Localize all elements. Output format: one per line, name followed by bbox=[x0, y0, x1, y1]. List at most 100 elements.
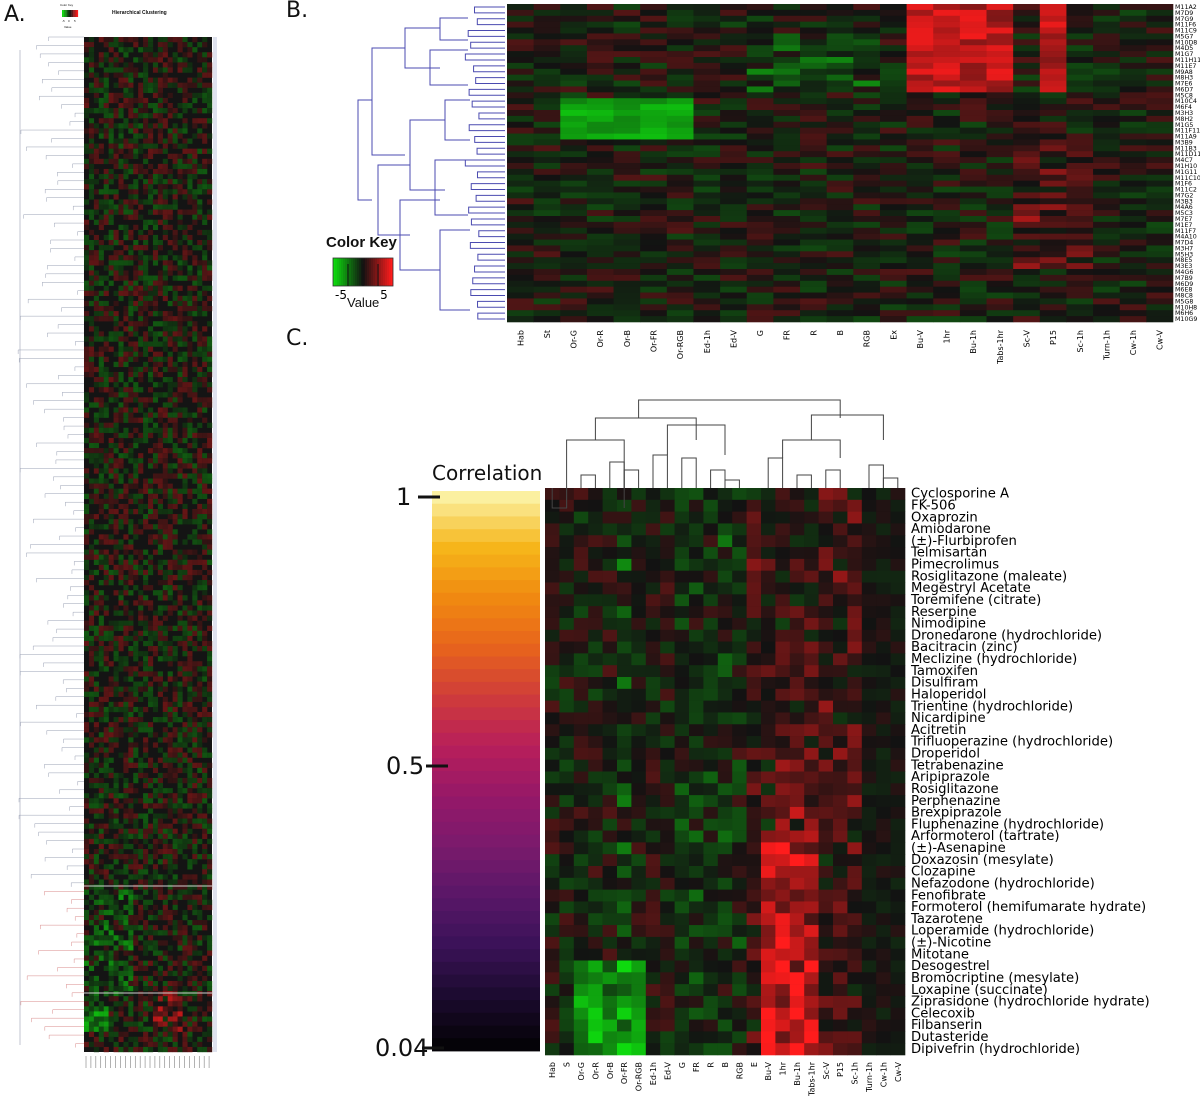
panel-a-cell bbox=[93, 382, 99, 388]
panel-b-cell bbox=[666, 210, 694, 217]
panel-b-cell bbox=[1093, 74, 1121, 81]
panel-a-cell bbox=[103, 686, 109, 692]
panel-a-cell bbox=[202, 1031, 208, 1037]
panel-b-cell bbox=[746, 74, 774, 81]
panel-a-cell bbox=[133, 874, 139, 880]
panel-a-cell bbox=[182, 473, 188, 479]
panel-a-cell bbox=[197, 377, 203, 383]
panel-a-dendrogram-branch bbox=[51, 87, 84, 92]
panel-a-cell bbox=[152, 620, 159, 626]
panel-a-cell bbox=[133, 640, 139, 647]
panel-a-cell bbox=[123, 701, 129, 708]
panel-a-cell bbox=[108, 681, 114, 687]
panel-a-cell bbox=[187, 706, 193, 713]
panel-a-cell bbox=[177, 498, 183, 505]
panel-a-cell bbox=[157, 595, 163, 601]
panel-a-cell bbox=[138, 813, 144, 819]
panel-a-cell bbox=[98, 879, 104, 885]
panel-a-cell bbox=[182, 341, 188, 347]
panel-a-cell bbox=[108, 346, 114, 352]
panel-a-cell bbox=[93, 722, 99, 728]
panel-a-cell bbox=[123, 427, 129, 434]
panel-a-cell bbox=[123, 549, 129, 555]
panel-a-cell bbox=[177, 448, 183, 454]
panel-a-cell bbox=[202, 67, 208, 73]
panel-a-cell bbox=[148, 935, 154, 941]
panel-a-cell bbox=[103, 199, 109, 205]
panel-b-cell bbox=[533, 21, 561, 28]
panel-a-cell bbox=[108, 427, 114, 434]
panel-b-cell bbox=[933, 151, 961, 158]
panel-a-cell bbox=[167, 610, 173, 616]
panel-a-cell bbox=[133, 493, 139, 500]
panel-b-cell bbox=[879, 62, 907, 70]
panel-a-cell bbox=[108, 468, 114, 474]
panel-b-cell bbox=[826, 57, 854, 64]
panel-a-cell bbox=[202, 874, 208, 880]
panel-a-cell bbox=[138, 1026, 144, 1032]
panel-a-cell bbox=[128, 290, 134, 297]
panel-a-cell bbox=[177, 686, 183, 692]
panel-a-cell bbox=[88, 975, 95, 982]
panel-a-cell bbox=[123, 143, 129, 149]
panel-a-cell bbox=[88, 443, 95, 449]
panel-a-cell bbox=[128, 37, 134, 43]
panel-a-cell bbox=[152, 514, 159, 520]
panel-a-cell bbox=[202, 925, 208, 931]
panel-a-cell bbox=[157, 148, 163, 154]
panel-a-key-swatch bbox=[63, 10, 66, 17]
panel-a-cell bbox=[128, 864, 134, 870]
panel-a-cell bbox=[197, 493, 203, 500]
panel-a-cell bbox=[143, 859, 149, 865]
panel-b-cell bbox=[1013, 227, 1041, 234]
panel-a-cell bbox=[192, 204, 198, 210]
panel-a-cell bbox=[177, 849, 183, 855]
panel-a-cell bbox=[207, 402, 213, 408]
panel-b-cell bbox=[933, 86, 961, 93]
panel-a-cell bbox=[93, 158, 99, 165]
panel-b-cell bbox=[826, 151, 854, 158]
panel-b-cell bbox=[1039, 151, 1067, 158]
panel-a-cell bbox=[138, 508, 144, 515]
panel-a-cell bbox=[202, 397, 208, 403]
panel-a-cell bbox=[84, 757, 90, 763]
panel-b-cell bbox=[640, 292, 668, 299]
panel-a-cell bbox=[182, 316, 188, 322]
panel-b-cell bbox=[1013, 257, 1041, 264]
panel-b-cell bbox=[879, 92, 907, 99]
panel-b-cell bbox=[959, 151, 987, 158]
panel-b-cell bbox=[693, 68, 721, 75]
panel-a-cell bbox=[143, 727, 149, 733]
panel-a-cell bbox=[113, 351, 119, 357]
panel-a-cell bbox=[93, 82, 99, 88]
panel-a-cell bbox=[207, 777, 213, 784]
panel-b-cell bbox=[666, 104, 694, 111]
panel-a-cell bbox=[93, 838, 99, 845]
panel-a-cell bbox=[143, 585, 149, 591]
panel-b-cell bbox=[1066, 127, 1094, 134]
panel-b-cell bbox=[1039, 157, 1067, 164]
panel-a-cell bbox=[187, 559, 193, 565]
panel-a-cell bbox=[167, 174, 173, 180]
panel-b-cell bbox=[1119, 227, 1147, 234]
panel-a-cell bbox=[98, 108, 104, 114]
panel-a-cell bbox=[93, 854, 99, 860]
panel-b-cell bbox=[586, 204, 614, 211]
panel-b-cell bbox=[613, 163, 641, 170]
panel-a-cell bbox=[162, 894, 168, 900]
panel-a-cell bbox=[187, 620, 193, 626]
panel-a-cell bbox=[192, 752, 198, 758]
panel-a-cell bbox=[187, 1036, 193, 1043]
panel-a-cell bbox=[197, 777, 203, 784]
panel-a-cell bbox=[108, 503, 114, 510]
panel-a-cell bbox=[207, 783, 213, 789]
panel-a-cell bbox=[152, 1026, 159, 1032]
panel-b-row-label: M11B3 bbox=[1175, 145, 1197, 152]
panel-a-cell bbox=[143, 82, 149, 88]
panel-b-cell bbox=[586, 127, 614, 134]
panel-a-cell bbox=[187, 605, 193, 611]
panel-a-cell bbox=[187, 102, 193, 109]
panel-a-cell bbox=[202, 833, 208, 840]
panel-a-cell bbox=[192, 412, 198, 418]
panel-b-cell bbox=[613, 298, 641, 305]
